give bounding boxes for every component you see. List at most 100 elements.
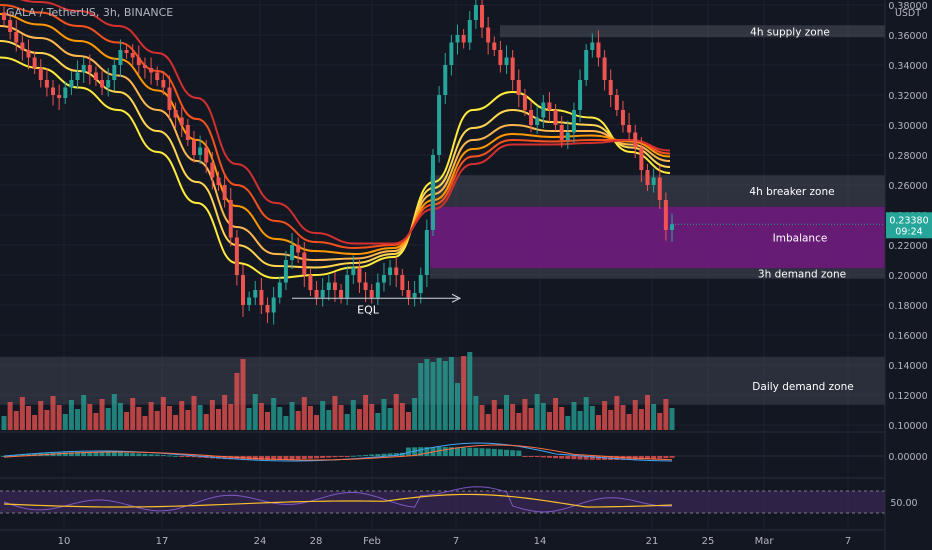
volume-bar [528, 408, 534, 430]
candle-body [363, 282, 368, 290]
macd-histogram-bar [56, 452, 62, 456]
macd-histogram-bar [271, 456, 277, 460]
volume-bar [602, 401, 608, 430]
candle-body [271, 297, 276, 313]
volume-bar [504, 395, 510, 430]
candles[interactable] [2, 0, 674, 325]
candle-body [191, 140, 196, 155]
candle-body [14, 32, 19, 43]
volume-bar [62, 414, 68, 430]
candle-body [596, 42, 601, 58]
macd-histogram-bar [7, 455, 13, 457]
volume-bar [663, 399, 669, 430]
candle-body [559, 125, 564, 140]
rsi-pane [0, 477, 885, 531]
macd-histogram-bar [326, 456, 332, 458]
macd-histogram-bar [516, 450, 522, 456]
candle-body [234, 237, 239, 275]
candle-body [2, 12, 6, 20]
candle-body [400, 275, 405, 290]
volume-bar [326, 410, 332, 430]
candle-body [406, 290, 411, 298]
volume-bar [234, 373, 240, 430]
candle-body [541, 102, 546, 118]
ema-line [0, 25, 671, 262]
ema-line [19, 0, 671, 245]
candle-body [565, 132, 570, 140]
candle-body [241, 275, 246, 305]
volume-bar [179, 401, 185, 430]
candle-body [522, 95, 527, 110]
candle-body [259, 290, 264, 305]
price-tick-label: 0.26000 [888, 181, 927, 192]
candle-body [339, 290, 344, 298]
candle-body [498, 50, 503, 65]
volume-bar [455, 383, 461, 430]
candle-body [185, 125, 190, 140]
candle-body [75, 72, 80, 80]
volume-bar [173, 415, 179, 430]
macd-histogram-bar [314, 456, 320, 459]
volume-bar [651, 404, 657, 430]
time-tick-label: 24 [254, 536, 267, 547]
candle-body [8, 20, 13, 32]
macd-histogram-bar [577, 456, 583, 460]
candle-body [87, 65, 92, 73]
volume-bar [497, 409, 503, 430]
candle-body [388, 267, 393, 275]
macd-histogram-bar [565, 456, 571, 459]
volume-bar [289, 402, 295, 430]
volume-bar [295, 411, 301, 430]
candle-body [26, 50, 31, 58]
macd-histogram-bar [528, 456, 534, 457]
volume-bar [332, 396, 338, 430]
macd-histogram-bar [105, 452, 111, 456]
time-tick-label: 17 [156, 536, 169, 547]
volume-bar [608, 410, 614, 430]
candle-body [547, 102, 552, 110]
volume-bar [522, 399, 528, 430]
macd-histogram-bar [638, 456, 644, 460]
volume-bar [350, 400, 356, 430]
volume-bar [246, 408, 252, 430]
macd-histogram-bar [75, 452, 81, 456]
macd-histogram-bar [173, 455, 179, 457]
volume-bar [154, 411, 160, 430]
volume-bar [393, 394, 399, 430]
ema-ribbon [0, 0, 671, 280]
volume-bar [381, 399, 387, 430]
candle-body [516, 80, 521, 95]
volume-bar [344, 414, 350, 430]
volume-bar [75, 409, 81, 430]
macd-histogram-bar [356, 455, 362, 457]
candle-body [20, 42, 25, 50]
candle-body [100, 80, 105, 88]
macd-histogram-bar [473, 447, 479, 456]
candle-body [44, 80, 49, 88]
candle-body [369, 290, 374, 298]
candle-body [663, 200, 668, 230]
zones [0, 25, 885, 405]
macd-histogram-bar [369, 454, 375, 456]
volume-bar [363, 395, 369, 430]
rsi-tick-label: 50.00 [890, 498, 917, 509]
macd-histogram-bar [393, 453, 399, 456]
macd-histogram-bar [228, 456, 234, 460]
volume-bar [258, 403, 264, 430]
macd-histogram-bar [559, 456, 565, 459]
candle-body [320, 290, 325, 298]
volume-bar [7, 402, 13, 430]
zone-label-daily-demand: Daily demand zone [752, 381, 853, 393]
volume-bar [448, 357, 454, 430]
volume-bar [252, 394, 258, 430]
macd-histogram-bar [485, 448, 491, 456]
candle-body [277, 282, 282, 298]
eql-label: EQL [357, 303, 380, 316]
volume-bar [99, 399, 105, 430]
candle-body [106, 80, 111, 88]
candle-body [430, 155, 435, 230]
volume-bar [461, 356, 467, 430]
candle-body [418, 275, 423, 293]
signal-line [3, 444, 673, 461]
